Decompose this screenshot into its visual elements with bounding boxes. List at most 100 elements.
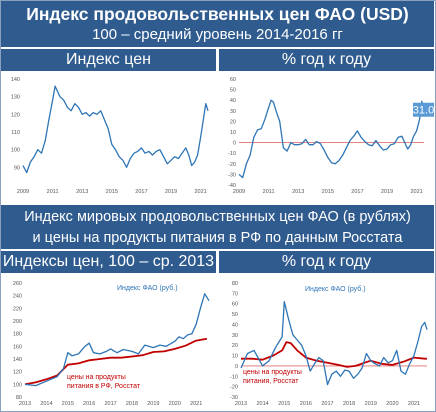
y-tick-label: -40 [228, 183, 236, 189]
x-tick-label: 2011 [47, 189, 59, 195]
y-tick-label: 10 [232, 354, 238, 360]
y-tick-label: 100 [11, 148, 20, 154]
y-tick-label: 50 [230, 88, 236, 94]
y-tick-label: -20 [230, 385, 238, 391]
y-tick-label: 200 [13, 319, 22, 325]
y-tick-label: 40 [230, 98, 236, 104]
chart-tr-svg: -40 -30 -20 -10 0 10 20 30 40 50 60 2009 2011 2013 201… [228, 77, 434, 195]
annotation-br-fao: Индекс ФАО (руб.) [305, 285, 366, 293]
y-tick-label: -30 [228, 172, 236, 178]
y-tick-label: 30 [230, 109, 236, 115]
x-tick-label: 2015 [278, 401, 290, 407]
x-tick-label: 2016 [83, 401, 95, 407]
header-subtitle: 100 – средний уровень 2014-2016 гг [92, 26, 343, 43]
x-tick-label: 2019 [165, 189, 177, 195]
y-tick-label: -20 [228, 162, 236, 168]
y-tick-label: 20 [232, 343, 238, 349]
panel-title-tl: Индекс цен [1, 49, 216, 71]
x-tick-label: 2020 [386, 401, 398, 407]
series-line-rosstat [24, 337, 208, 386]
x-tick-label: 2017 [321, 401, 333, 407]
x-tick-label: 2011 [263, 189, 275, 195]
y-tick-label: -30 [230, 395, 238, 401]
x-tick-label: 2021 [194, 189, 206, 195]
section2-banner: Индекс мировых продовольственных цен ФАО… [1, 205, 434, 249]
y-tick-label: 240 [13, 294, 22, 300]
y-tick-label: 110 [11, 130, 20, 136]
panel-title-bl: Индексы цен, 100 – ср. 2013 [1, 251, 216, 273]
x-tick-label: 2015 [62, 401, 74, 407]
chart-tl-svg: 90 100 110 120 130 140 2009 2011 2013 2015 2017 201… [11, 77, 209, 195]
x-tick-label: 2014 [40, 401, 52, 407]
y-tick-label: 70 [232, 291, 238, 297]
y-tick-label: 260 [13, 281, 22, 287]
panel-title-tr: % год к году [219, 49, 434, 71]
chart-panel-bl: 80 100 120 140 160 180 200 220 240 260 2013 2014 201… [1, 273, 216, 410]
x-tick-label: 2018 [126, 401, 138, 407]
series-line-fao [240, 301, 428, 386]
x-tick-label: 2009 [233, 189, 245, 195]
x-tick-label: 2009 [17, 189, 29, 195]
y-tick-label: 60 [232, 302, 238, 308]
section2-line1: Индекс мировых продовольственных цен ФАО… [24, 209, 411, 225]
series-line-fao [24, 293, 210, 387]
y-tick-label: 180 [13, 332, 22, 338]
y-tick-label: 140 [11, 77, 20, 83]
y-tick-label: 160 [13, 344, 22, 350]
y-tick-label: 60 [230, 77, 236, 83]
y-tick-label: 80 [16, 395, 22, 401]
y-tick-label: -10 [228, 151, 236, 157]
y-tick-label: 100 [13, 382, 22, 388]
x-tick-label: 2015 [106, 189, 118, 195]
x-tick-label: 2019 [381, 189, 393, 195]
annotation-br-rosstat-2: питания, Росстат [243, 378, 299, 385]
x-tick-label: 2016 [300, 401, 312, 407]
chart-bl-svg: 80 100 120 140 160 180 200 220 240 260 2013 2014 201… [13, 281, 210, 407]
y-tick-label: 130 [11, 95, 20, 101]
annotation-bl-rosstat-2: питания в РФ, Росстат [67, 383, 141, 390]
x-tick-label: 2021 [410, 189, 422, 195]
y-tick-label: 20 [230, 119, 236, 125]
x-tick-label: 2021 [408, 401, 420, 407]
x-tick-label: 2017 [351, 189, 363, 195]
x-tick-label: 2013 [235, 401, 247, 407]
x-tick-label: 2019 [147, 401, 159, 407]
y-tick-label: 90 [14, 165, 20, 171]
series-line-rosstat [241, 341, 427, 368]
header-title: Индекс продовольственных цен ФАО (USD) [26, 4, 409, 24]
x-tick-label: 2021 [190, 401, 202, 407]
series-line-fao [22, 85, 209, 174]
x-tick-label: 2020 [169, 401, 181, 407]
annotation-bl-rosstat-1: цены на продукты [67, 374, 126, 381]
header-banner: Индекс продовольственных цен ФАО (USD) 1… [1, 1, 434, 47]
y-tick-label: 10 [230, 130, 236, 136]
x-tick-label: 2013 [76, 189, 88, 195]
y-tick-label: 120 [13, 370, 22, 376]
y-tick-label: 0 [233, 141, 236, 147]
value-callout-box [413, 102, 434, 117]
y-tick-label: 50 [232, 312, 238, 318]
section2-line2: и цены на продукты питания в РФ по данны… [32, 230, 403, 246]
x-tick-label: 2017 [104, 401, 116, 407]
chart-panel-br: -30 -20 -10 0 10 20 30 40 50 60 70 80 2013 2014 2015 20… [219, 273, 434, 410]
y-tick-label: 120 [11, 112, 20, 118]
annotation-br-rosstat-1: цены на продукты [243, 369, 302, 376]
panel-title-br: % год к году [219, 251, 434, 273]
x-tick-label: 2013 [292, 189, 304, 195]
y-tick-label: 220 [13, 306, 22, 312]
chart-br-svg: -30 -20 -10 0 10 20 30 40 50 60 70 80 2013 2014 2015 20… [230, 281, 428, 407]
x-tick-label: 2019 [365, 401, 377, 407]
y-tick-label: 30 [232, 333, 238, 339]
x-tick-label: 2017 [135, 189, 147, 195]
series-line-fao [238, 99, 425, 179]
x-tick-label: 2014 [257, 401, 269, 407]
x-tick-label: 2015 [322, 189, 334, 195]
y-tick-label: 80 [232, 281, 238, 287]
y-tick-label: -10 [230, 374, 238, 380]
y-tick-label: 140 [13, 357, 22, 363]
chart-panel-tr: -40 -30 -20 -10 0 10 20 30 40 50 60 2009 2011 2013 201… [219, 71, 434, 204]
annotation-bl-fao: Индекс ФАО (руб.) [117, 284, 178, 292]
value-callout-label: 31.0 [413, 105, 434, 117]
y-tick-label: 0 [235, 364, 238, 370]
chart-panel-tl: 90 100 110 120 130 140 2009 2011 2013 2015 2017 201… [1, 71, 216, 204]
